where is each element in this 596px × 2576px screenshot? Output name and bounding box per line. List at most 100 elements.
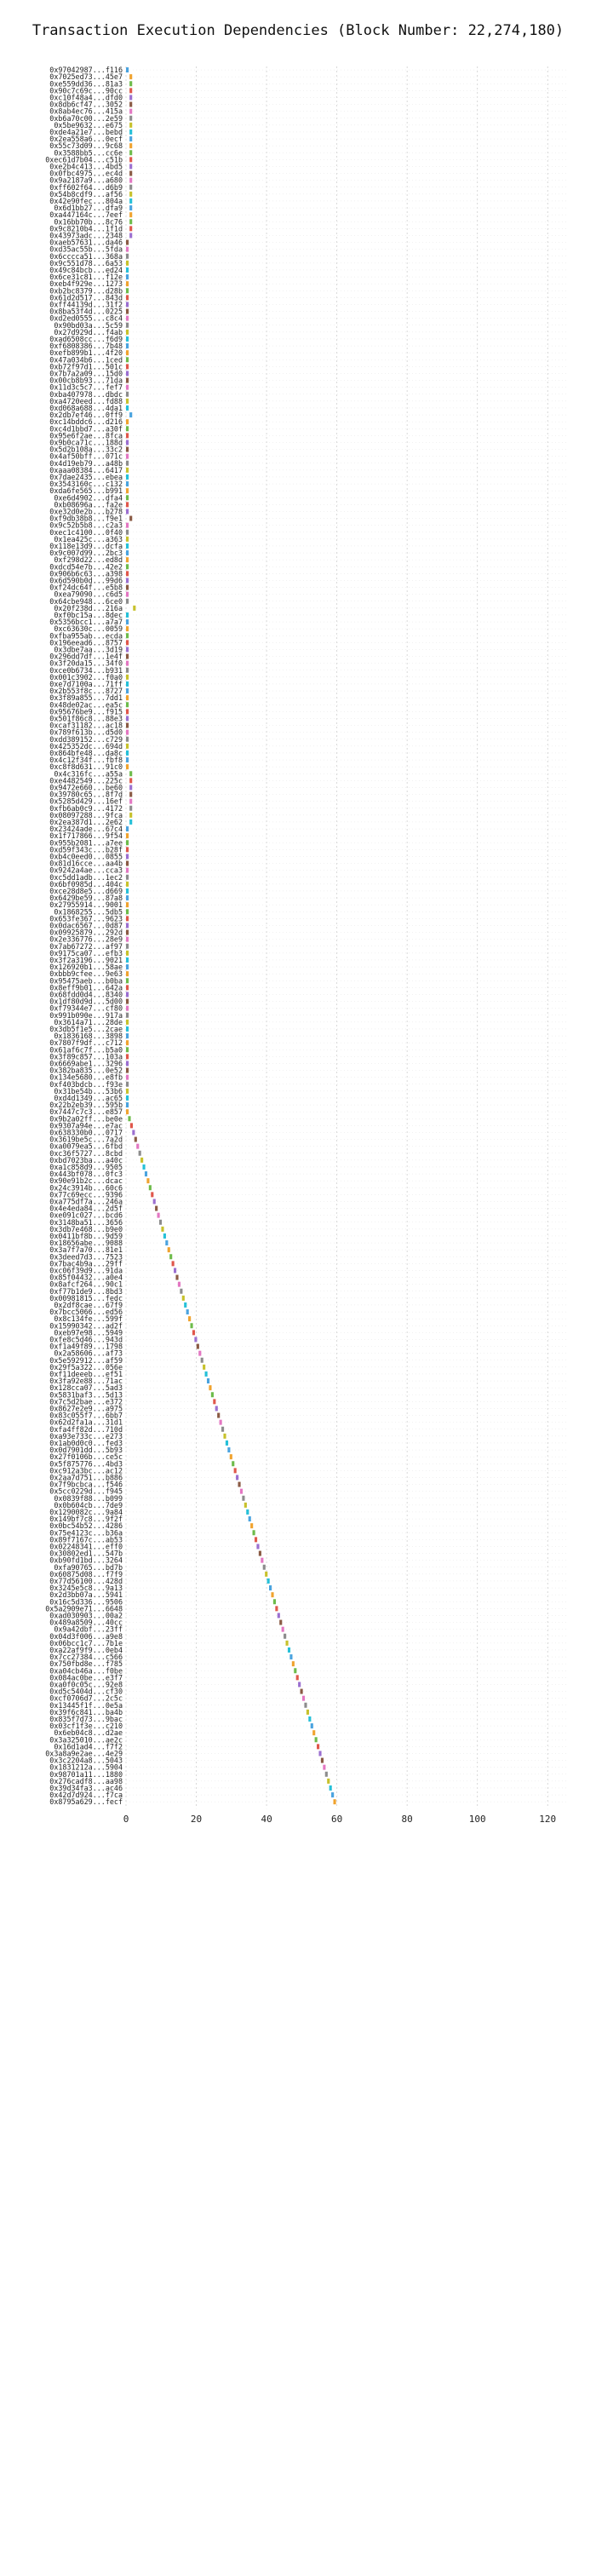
transaction-label: 0x16bb70b...8c76: [54, 217, 123, 226]
execution-bar: [248, 1516, 251, 1522]
execution-bar: [126, 474, 129, 480]
transaction-label: 0xb72f97d1...501c: [49, 362, 123, 371]
transaction-label: 0xb08696a...fa2e: [54, 500, 123, 509]
execution-bar: [126, 929, 129, 935]
execution-bar: [246, 1509, 249, 1515]
execution-bar: [194, 1337, 198, 1343]
transaction-label: 0x1836168...3898: [54, 1032, 123, 1040]
transaction-label: 0xd4d1349...ac65: [54, 1094, 123, 1102]
execution-bar: [129, 170, 133, 176]
execution-bar: [126, 598, 129, 604]
transaction-label: 0x9b0ca71c...188d: [49, 438, 123, 446]
transaction-label: 0x3db7e468...b9e0: [49, 1225, 123, 1233]
transaction-label: 0x3f89a855...7dd1: [49, 693, 123, 702]
transaction-label: 0x638330b0...0717: [49, 1128, 123, 1136]
execution-bar: [129, 812, 133, 818]
execution-bar: [161, 1226, 164, 1232]
execution-bar: [126, 239, 129, 245]
transaction-label: 0x85f04432...a0e4: [49, 1274, 123, 1282]
transaction-label: 0x1868255...5db5: [54, 907, 123, 916]
transaction-label: 0x83c055f7...6bb7: [49, 1412, 123, 1420]
execution-bar: [126, 453, 129, 459]
transaction-label: 0x49c84bcb...ed24: [49, 266, 123, 274]
execution-bar: [126, 722, 129, 728]
execution-bar: [126, 647, 129, 653]
transaction-label: 0x1ab0d0c0...fed3: [49, 1439, 123, 1447]
execution-bar: [126, 295, 129, 301]
execution-bar: [126, 992, 129, 998]
transaction-label: 0x43973adc...2348: [49, 231, 123, 239]
transaction-label: 0x5285d429...16ef: [49, 797, 123, 806]
x-tick-label: 60: [331, 1814, 342, 1825]
transaction-label: 0x6d590b0d...99d6: [49, 576, 123, 584]
transaction-label: 0x22b2eb39...595b: [49, 1101, 123, 1109]
execution-bar: [126, 674, 129, 680]
x-tick-label: 20: [191, 1814, 202, 1825]
transaction-label: 0xff44139d...31f2: [49, 300, 123, 308]
transaction-label: 0x98701a11...1880: [49, 1770, 123, 1779]
transaction-label: 0x2b553f8c...8727: [49, 687, 123, 695]
transaction-label: 0x8795a629...fecf: [49, 1797, 123, 1806]
execution-bar: [129, 785, 133, 791]
transaction-label: 0xa93e733c...e273: [49, 1432, 123, 1440]
transaction-label: 0x31be54b...53b6: [54, 1087, 123, 1095]
execution-bar: [126, 1047, 129, 1053]
transaction-label: 0x9a42dbf...23ff: [54, 1625, 123, 1634]
execution-bar: [186, 1309, 189, 1315]
execution-bar: [188, 1316, 192, 1322]
transaction-label: 0x3deed7d3...7523: [49, 1252, 123, 1261]
transaction-label: 0x61af6c7f...b5a0: [49, 1045, 123, 1054]
execution-bar: [310, 1723, 313, 1729]
execution-bar: [215, 1406, 218, 1412]
transaction-label: 0xc8f8d631...91c0: [49, 762, 123, 771]
transaction-label: 0xeb4f929e...1273: [49, 279, 123, 288]
transaction-label: 0x1f717866...9f54: [49, 831, 123, 840]
transaction-label: 0x7b7a2a09...15d0: [49, 369, 123, 377]
transaction-label: 0x9307a94e...e7ac: [49, 1121, 123, 1130]
transaction-label: 0xb2bc8379...d28b: [49, 286, 123, 295]
transaction-label: 0x7bcc5066...ed56: [49, 1308, 123, 1316]
execution-bar: [129, 88, 133, 94]
execution-bar: [128, 1116, 131, 1122]
execution-bar: [126, 750, 129, 756]
execution-bar: [129, 81, 133, 87]
transaction-label: 0x9c551d78...6a53: [49, 259, 123, 267]
execution-bar: [129, 515, 133, 521]
transaction-label: 0x2d3bb07a...5941: [49, 1590, 123, 1599]
transaction-label: 0x95676be9...f915: [49, 707, 123, 716]
transaction-label: 0x7dae2435...ebea: [49, 473, 123, 481]
execution-bar: [174, 1268, 177, 1274]
transaction-label: 0x8db6cf47...3052: [49, 101, 123, 109]
execution-bar: [126, 467, 129, 473]
transaction-label: 0x789f613b...d5d0: [49, 728, 123, 737]
transaction-label: 0x118e13d9...dcfa: [49, 542, 123, 550]
execution-bar: [126, 377, 129, 383]
transaction-label: 0x1831212a...5904: [49, 1763, 123, 1772]
execution-bar: [324, 1771, 328, 1777]
execution-bar: [312, 1730, 316, 1736]
execution-bar: [129, 157, 133, 163]
transaction-label: 0x3245e5c8...9a13: [49, 1584, 123, 1592]
transaction-label: 0xe7d7100a...71ff: [49, 680, 123, 688]
transaction-label: 0x6ce31c81...f12e: [49, 273, 123, 281]
transaction-label: 0xc63630c...0059: [54, 624, 123, 633]
transaction-label: 0x09925879...292d: [49, 929, 123, 937]
transaction-label: 0x16c5d336...9506: [49, 1597, 123, 1606]
transaction-label: 0x61d2d517...843d: [49, 293, 123, 302]
transaction-label: 0x55c73d09...9c68: [49, 141, 123, 150]
execution-bar: [126, 667, 129, 673]
transaction-label: 0xfa90765...bd7b: [54, 1563, 123, 1572]
execution-bar: [129, 226, 133, 232]
execution-bar: [129, 184, 133, 190]
execution-bar: [126, 964, 129, 970]
execution-bar: [126, 584, 129, 590]
transaction-label: 0x955b2081...a7ee: [49, 838, 123, 847]
execution-bar: [126, 653, 129, 659]
transaction-label: 0x3a7f7a70...81e1: [49, 1245, 123, 1254]
execution-bar: [126, 322, 129, 328]
execution-bar: [129, 212, 133, 218]
transaction-label: 0x2e336776...28e9: [49, 935, 123, 944]
execution-bar: [126, 916, 129, 922]
transaction-label: 0xa04cb46a...f0be: [49, 1666, 123, 1675]
